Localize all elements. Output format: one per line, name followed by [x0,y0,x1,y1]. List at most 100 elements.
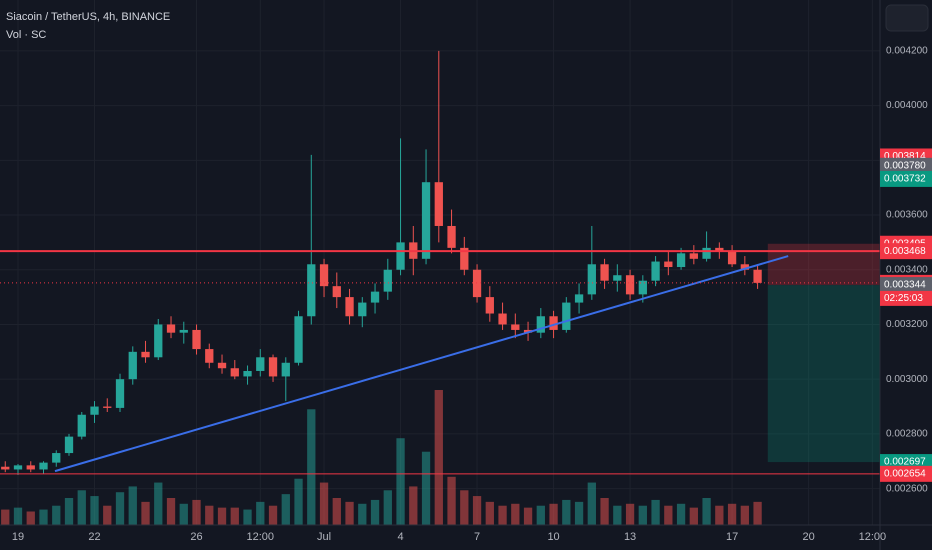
volume-bar [485,501,494,525]
volume-bar [549,503,558,525]
volume-bar [498,505,507,525]
candle-body [702,247,711,259]
y-tick-label: 0.003600 [886,210,928,221]
volume-bar [217,507,227,525]
volume-bar [294,478,303,525]
x-tick-label: 10 [547,531,559,543]
candle-body [230,368,239,377]
volume-bar [727,503,737,525]
volume-bar [447,476,456,525]
volume-bar [26,511,35,525]
candle-body [128,351,137,380]
candle-body [536,316,545,333]
candle-body [715,247,724,251]
candle-body [562,302,571,330]
volume-bar [205,505,214,525]
volume-bar [562,499,571,525]
candle-body [77,414,86,437]
volume-bar [740,505,749,525]
volume-bar [128,486,137,525]
volume-bar [523,507,533,525]
price-label: 0.003732 [884,174,926,185]
y-tick-label: 0.002800 [886,429,928,440]
candle-body [217,362,227,369]
candle-body [651,261,660,281]
candle-body [179,329,188,333]
x-tick-label: 12:00 [247,531,275,543]
candle-body [472,269,482,298]
candle-body [600,264,609,281]
candle-body [243,370,252,377]
volume-bar [268,505,278,525]
countdown: 02:25:03 [884,293,923,304]
target-zone [767,285,880,463]
volume-bar [332,498,341,525]
candle-body [396,242,405,270]
candle-body [740,264,749,270]
candle-body [256,357,265,371]
candle-body [498,313,507,325]
x-tick-label: 17 [726,531,738,543]
y-tick-label: 0.004200 [886,46,928,57]
price-label: 0.003468 [884,246,926,257]
volume-bar [154,482,163,525]
candle-body [52,453,61,463]
candle-body [192,329,201,350]
price-label-box [880,170,932,187]
settings-button[interactable] [885,4,929,32]
x-tick-label: 4 [397,531,403,543]
volume-bar [664,505,673,525]
volume-bar [651,499,660,525]
candle-body [638,280,647,295]
candle-body [574,294,584,303]
candle-body [485,297,494,314]
volume-bar [536,505,545,525]
price-label-box [880,243,932,260]
volume-bar [192,499,201,525]
candle-body [549,316,558,330]
candle-body [205,349,214,363]
volume-bar [753,501,762,525]
axes: 0.0042000.0040000.0038000.0036000.003400… [12,46,932,543]
x-tick-label: 26 [190,531,202,543]
candle-body [676,253,686,268]
price-label-box [880,277,932,294]
volume-indicator: Vol · SC [6,29,46,41]
y-tick-label: 0.003200 [886,319,928,330]
candle-body [307,264,316,317]
price-label-box [880,465,932,482]
candle-body [625,275,635,295]
volume-bar [460,490,469,525]
candle-body [511,324,520,330]
candle-body [587,264,596,295]
x-tick-label: 22 [88,531,100,543]
candle-body [370,291,380,303]
volume-bar [409,486,418,525]
y-tick-label: 0.003400 [886,264,928,275]
volume-bar [77,490,86,525]
candle-body [332,286,341,298]
y-tick-label: 0.004000 [886,100,928,111]
volume-bar [638,505,647,525]
candle-body [727,250,737,265]
x-tick-label: Jul [317,531,331,543]
volume-bar [358,503,367,525]
candle-body [421,182,431,259]
volume-bar [13,507,23,525]
candle-body [141,351,150,358]
volume-bar [370,499,380,525]
candle-body [1,466,10,470]
candle-body [383,269,392,292]
volume-bar [345,501,354,525]
price-label: 0.002654 [884,468,926,479]
price-label: 0.003780 [884,160,926,171]
volume-bar [689,507,698,525]
candle-body [358,302,367,317]
candle-body [26,465,35,470]
candle-body [103,406,112,408]
volume-bar [281,494,290,525]
symbol-title: Siacoin / TetherUS, 4h, BINANCE [6,11,170,23]
x-tick-label: 13 [624,531,636,543]
